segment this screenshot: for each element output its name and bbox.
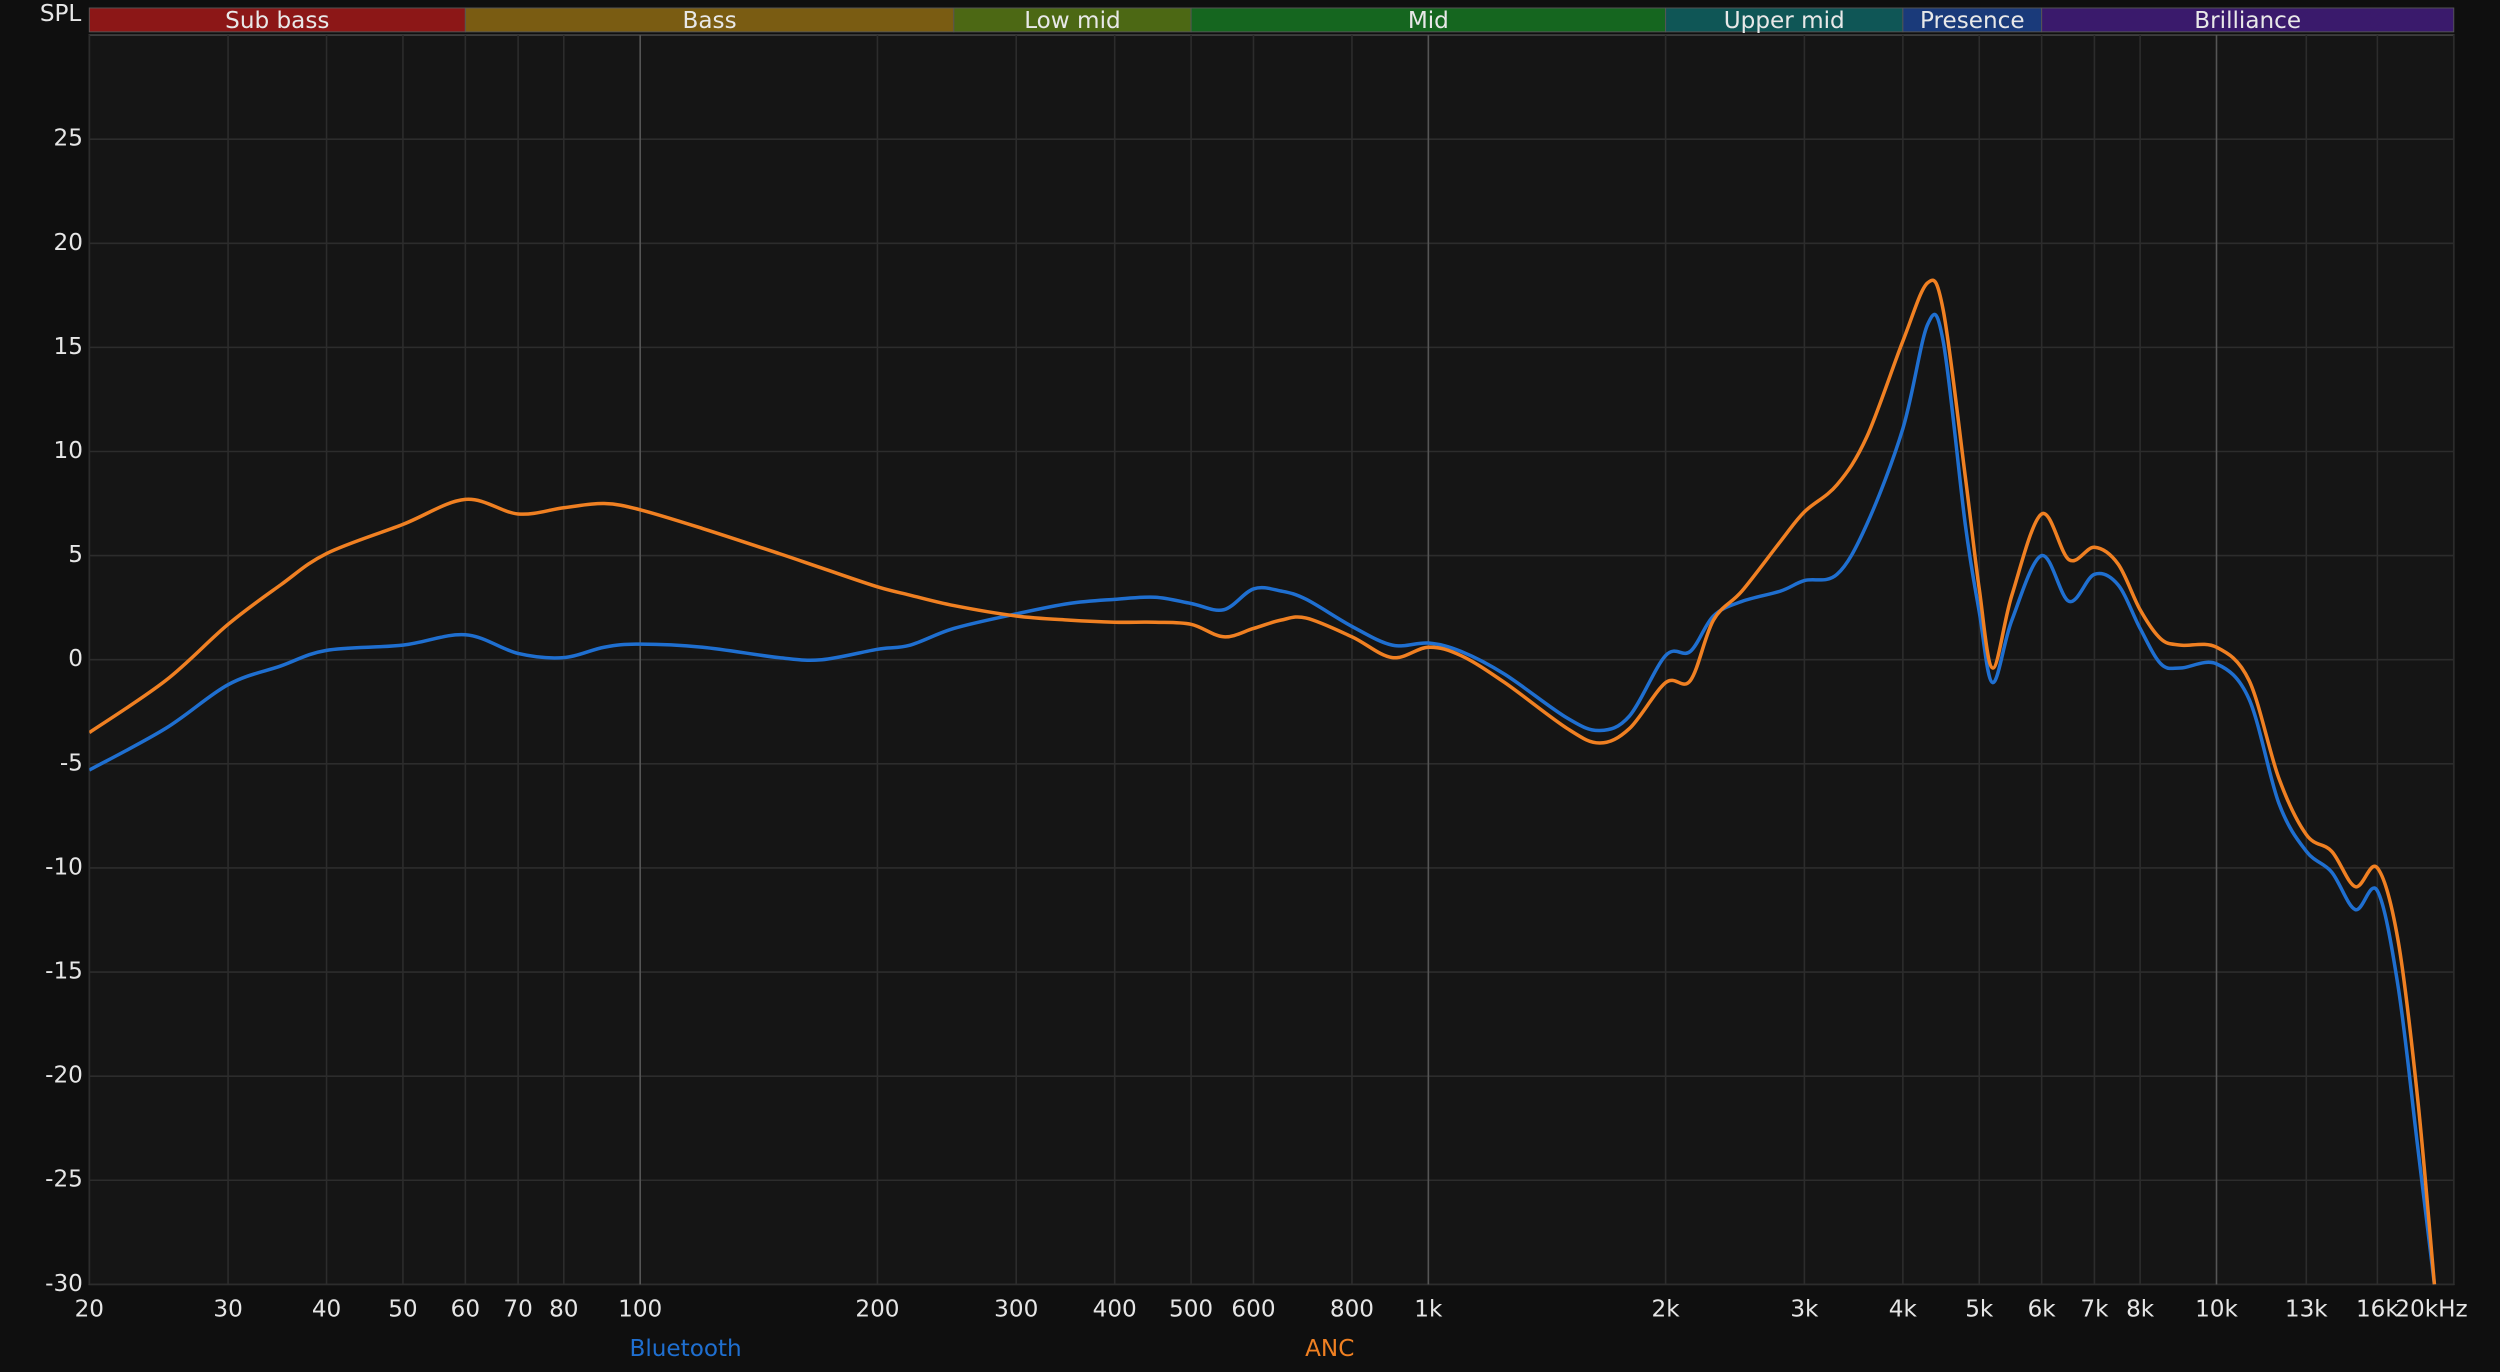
series-line	[89, 312, 2437, 1285]
x-tick-label: 80	[549, 1296, 578, 1322]
x-tick-label: 10k	[2195, 1296, 2238, 1322]
legend-label: Bluetooth	[629, 1336, 741, 1362]
y-tick-label: -10	[45, 854, 83, 880]
x-tick-label: 3k	[1790, 1296, 1819, 1322]
band-label: Presence	[1920, 8, 2025, 34]
y-axis-label: SPL	[40, 1, 82, 27]
x-tick-label: 600	[1231, 1296, 1275, 1322]
band	[2041, 7, 2455, 33]
y-tick-label: -25	[45, 1167, 83, 1193]
x-tick-label: 300	[994, 1296, 1038, 1322]
band-label: Low mid	[1024, 8, 1120, 34]
x-tick-label: 5k	[1965, 1296, 1994, 1322]
x-tick-label: 8k	[2126, 1296, 2155, 1322]
y-tick-label: -5	[60, 750, 83, 776]
x-tick-label: 400	[1093, 1296, 1137, 1322]
x-tick-label: 16k	[2356, 1296, 2399, 1322]
x-tick-label: 800	[1330, 1296, 1374, 1322]
y-tick-label: 25	[53, 126, 82, 152]
y-tick-label: -20	[45, 1063, 83, 1089]
x-tick-label: 4k	[1889, 1296, 1918, 1322]
y-tick-label: 5	[68, 542, 83, 568]
plot-lines	[89, 278, 2437, 1285]
x-tick-label: 7k	[2080, 1296, 2109, 1322]
x-tick-label: 1k	[1414, 1296, 1443, 1322]
x-tick-label: 20	[75, 1296, 104, 1322]
y-tick-label: 0	[68, 646, 83, 672]
x-tick-label: 40	[312, 1296, 341, 1322]
band-label: Sub bass	[225, 8, 329, 34]
y-tick-label: 10	[53, 438, 82, 464]
legend-label: ANC	[1305, 1336, 1354, 1362]
x-tick-label: 100	[618, 1296, 662, 1322]
band-label: Brilliance	[2194, 8, 2301, 34]
band-label: Mid	[1408, 8, 1449, 34]
y-tick-label: 20	[53, 230, 82, 256]
x-tick-label: 50	[388, 1296, 417, 1322]
y-tick-label: -15	[45, 959, 83, 985]
x-tick-label: 30	[213, 1296, 242, 1322]
band-label: Upper mid	[1724, 8, 1845, 34]
x-tick-label: 60	[451, 1296, 480, 1322]
x-tick-label: 70	[503, 1296, 532, 1322]
x-tick-label: 6k	[2028, 1296, 2057, 1322]
x-tick-label: 2k	[1652, 1296, 1681, 1322]
series-line	[89, 278, 2437, 1285]
x-tick-label: 13k	[2285, 1296, 2328, 1322]
x-tick-label: 200	[855, 1296, 899, 1322]
x-tick-label: 20kHz	[2395, 1296, 2467, 1322]
x-tick-label: 500	[1169, 1296, 1213, 1322]
y-tick-label: -30	[45, 1271, 83, 1297]
y-tick-label: 15	[53, 334, 82, 360]
band-label: Bass	[683, 8, 737, 34]
